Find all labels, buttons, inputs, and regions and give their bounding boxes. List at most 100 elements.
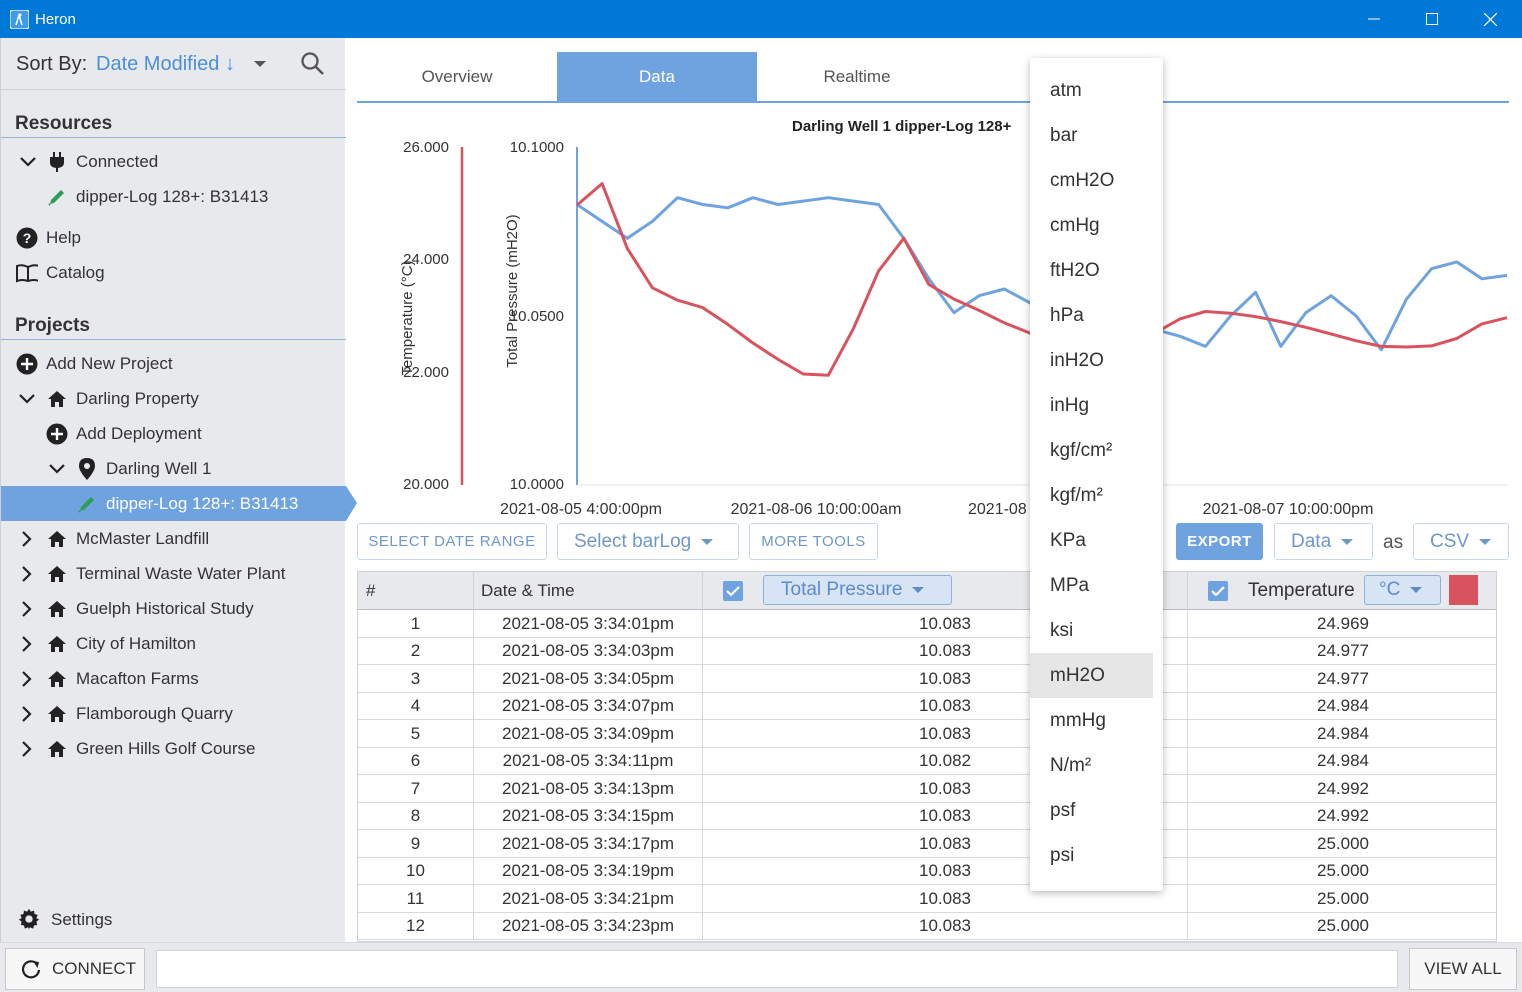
unit-menu-item[interactable]: hPa: [1050, 304, 1084, 326]
chevron-right-icon[interactable]: [16, 528, 38, 550]
chevron-down-icon[interactable]: [46, 458, 68, 480]
tab-realtime[interactable]: Realtime: [823, 67, 891, 86]
table-row[interactable]: 10 2021-08-05 3:34:19pm 10.083 25.000: [358, 857, 1496, 885]
unit-menu-item[interactable]: cmHg: [1050, 214, 1100, 236]
y-right-tick: 10.0500: [510, 308, 564, 325]
temperature-color-swatch[interactable]: [1449, 575, 1478, 605]
temperature-checkbox[interactable]: [1208, 581, 1228, 601]
table-row[interactable]: 3 2021-08-05 3:34:05pm 10.083 24.977: [358, 665, 1496, 693]
tree-item-project[interactable]: City of Hamilton: [1, 626, 346, 661]
unit-menu-item[interactable]: mmHg: [1050, 709, 1106, 731]
table-row[interactable]: 8 2021-08-05 3:34:15pm 10.083 24.992: [358, 802, 1496, 830]
index-cell: 4: [358, 692, 474, 720]
tree-item-project[interactable]: Terminal Waste Water Plant: [1, 556, 346, 591]
unit-menu-item[interactable]: N/m²: [1050, 754, 1092, 776]
tree-item-project[interactable]: Guelph Historical Study: [1, 591, 346, 626]
plug-icon: [46, 151, 68, 173]
tab-overview[interactable]: Overview: [421, 67, 493, 86]
export-format-label: CSV: [1430, 530, 1470, 552]
unit-menu-item[interactable]: kgf/cm²: [1050, 439, 1113, 461]
unit-menu-item[interactable]: MPa: [1050, 574, 1090, 596]
home-icon: [46, 563, 68, 585]
unit-menu-item[interactable]: atm: [1050, 79, 1082, 101]
add-new-project-button[interactable]: Add New Project: [1, 346, 346, 381]
pressure-column-select[interactable]: Total Pressure: [763, 575, 952, 605]
chevron-right-icon[interactable]: [16, 563, 38, 585]
index-cell: 2: [358, 637, 474, 665]
chevron-right-icon[interactable]: [16, 668, 38, 690]
more-tools-button[interactable]: MORE TOOLS: [749, 523, 878, 560]
chart-svg[interactable]: Darling Well 1 dipper-Log 128+ Temperatu…: [357, 110, 1509, 520]
index-cell: 1: [358, 610, 474, 637]
close-button[interactable]: [1461, 0, 1519, 38]
table-row[interactable]: 4 2021-08-05 3:34:07pm 10.083 24.984: [358, 692, 1496, 720]
unit-menu-item[interactable]: mH2O: [1030, 653, 1153, 698]
sort-dropdown[interactable]: Date Modified ↓: [96, 53, 235, 75]
pressure-checkbox[interactable]: [723, 581, 743, 601]
minimize-button[interactable]: [1345, 0, 1403, 38]
tree-item-selected-log[interactable]: dipper-Log 128+: B31413: [1, 486, 357, 521]
maximize-button[interactable]: [1403, 0, 1461, 38]
column-header-pressure: Total Pressure: [703, 572, 1188, 610]
connect-button[interactable]: CONNECT: [5, 948, 145, 990]
search-icon[interactable]: [300, 51, 326, 77]
tree-item-device[interactable]: dipper-Log 128+: B31413: [1, 179, 346, 214]
unit-menu-item[interactable]: kgf/m²: [1050, 484, 1103, 506]
sidebar-item-help[interactable]: ? Help: [1, 220, 346, 255]
home-icon: [46, 528, 68, 550]
chevron-right-icon[interactable]: [16, 633, 38, 655]
table-row[interactable]: 7 2021-08-05 3:34:13pm 10.083 24.992: [358, 775, 1496, 803]
chevron-down-icon[interactable]: [16, 388, 38, 410]
chevron-right-icon[interactable]: [16, 598, 38, 620]
export-format-dropdown[interactable]: CSV: [1413, 523, 1509, 560]
tree-item-connected[interactable]: Connected: [1, 144, 346, 179]
table-row[interactable]: 1 2021-08-05 3:34:01pm 10.083 24.969: [358, 610, 1496, 638]
select-date-range-button[interactable]: SELECT DATE RANGE: [357, 523, 547, 560]
export-type-dropdown[interactable]: Data: [1274, 523, 1373, 560]
home-icon: [46, 388, 68, 410]
table-row[interactable]: 2 2021-08-05 3:34:03pm 10.083 24.977: [358, 637, 1496, 665]
tree-item-project[interactable]: Green Hills Golf Course: [1, 731, 346, 766]
tree-item-darling-well-1[interactable]: Darling Well 1: [1, 451, 346, 486]
chevron-right-icon[interactable]: [16, 703, 38, 725]
tree-item-project[interactable]: Flamborough Quarry: [1, 696, 346, 731]
unit-menu-item[interactable]: psf: [1050, 799, 1076, 821]
index-cell: 11: [358, 885, 474, 912]
pencil-icon: [46, 186, 68, 208]
settings-button[interactable]: Settings: [1, 900, 346, 940]
tab-data[interactable]: Data: [557, 52, 757, 102]
unit-menu-item[interactable]: ftH2O: [1050, 259, 1100, 281]
unit-menu-item[interactable]: psi: [1050, 844, 1075, 866]
sidebar-item-catalog[interactable]: Catalog: [1, 255, 346, 290]
chevron-down-icon[interactable]: [17, 151, 39, 173]
export-button[interactable]: EXPORT: [1176, 523, 1263, 560]
add-deployment-button[interactable]: Add Deployment: [1, 416, 346, 451]
chevron-right-icon[interactable]: [16, 738, 38, 760]
view-all-button[interactable]: VIEW ALL: [1409, 948, 1517, 990]
temperature-unit-select[interactable]: °C: [1364, 575, 1441, 605]
select-barlog-dropdown[interactable]: Select barLog: [557, 523, 739, 560]
table-row[interactable]: 11 2021-08-05 3:34:21pm 10.083 25.000: [358, 885, 1496, 913]
unit-menu-item[interactable]: inHg: [1050, 394, 1090, 416]
tree-item-darling-property[interactable]: Darling Property: [1, 381, 346, 416]
tree-item-project[interactable]: McMaster Landfill: [1, 521, 346, 556]
unit-menu-item[interactable]: KPa: [1050, 529, 1086, 551]
unit-menu-item[interactable]: inH2O: [1050, 349, 1104, 371]
table-row[interactable]: 9 2021-08-05 3:34:17pm 10.083 25.000: [358, 830, 1496, 858]
chart[interactable]: Darling Well 1 dipper-Log 128+ Temperatu…: [357, 110, 1509, 520]
unit-menu-item[interactable]: bar: [1050, 124, 1078, 146]
datetime-cell: 2021-08-05 3:34:05pm: [474, 665, 703, 692]
unit-menu-item[interactable]: cmH2O: [1050, 169, 1115, 191]
temperature-cell: 24.992: [1317, 806, 1369, 825]
chevron-down-icon[interactable]: [253, 60, 267, 68]
tree-item-label: Terminal Waste Water Plant: [76, 564, 286, 583]
temperature-cell: 25.000: [1317, 916, 1369, 935]
table-row[interactable]: 12 2021-08-05 3:34:23pm 10.083 25.000: [358, 912, 1496, 940]
tree-item-project[interactable]: Macafton Farms: [1, 661, 346, 696]
unit-menu-item[interactable]: ksi: [1050, 619, 1074, 641]
x-tick: 2021-08-07 10:00:00pm: [1203, 501, 1374, 518]
table-row[interactable]: 5 2021-08-05 3:34:09pm 10.083 24.984: [358, 720, 1496, 748]
table-header: # Date & Time Total Pressure Temperature…: [358, 572, 1496, 610]
table-row[interactable]: 6 2021-08-05 3:34:11pm 10.082 24.984: [358, 747, 1496, 775]
unit-dropdown-menu[interactable]: atm bar cmH2O cmHg ftH2O hPa inH2O inHg kgf/cm² k…: [1030, 58, 1163, 891]
